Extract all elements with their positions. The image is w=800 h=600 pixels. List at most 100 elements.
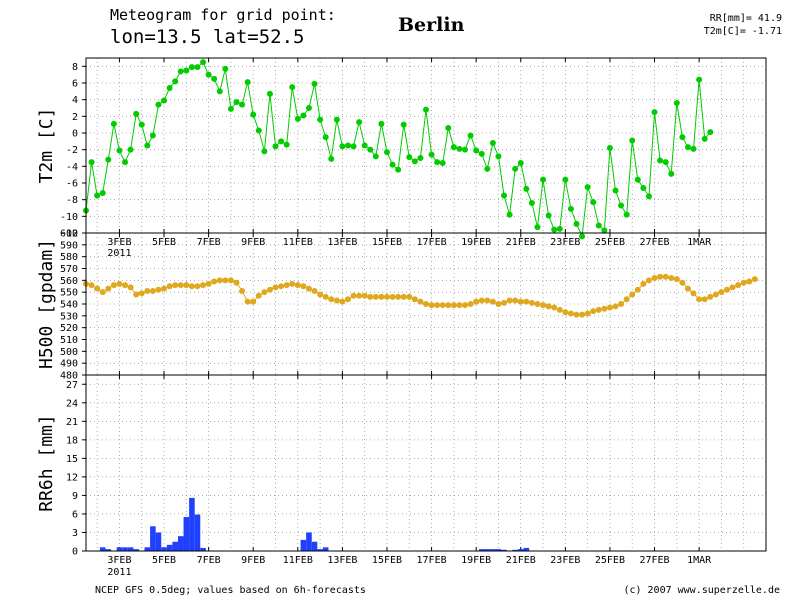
h500-data-point: [294, 282, 301, 289]
t2m-data-point: [266, 90, 273, 97]
h500-data-point: [222, 277, 229, 284]
h500-data-point: [735, 282, 742, 289]
x-tick-label: 9FEB: [241, 237, 265, 248]
h500-data-point: [261, 289, 268, 296]
t2m-data-point: [696, 76, 703, 83]
h500-data-point: [623, 296, 630, 303]
h500-data-point: [339, 298, 346, 305]
y-tick-label: 550: [60, 288, 78, 299]
y-tick-label: -4: [66, 162, 78, 173]
city-name: Berlin: [398, 14, 465, 36]
t2m-data-point: [556, 225, 563, 232]
rr6h-bar: [194, 514, 201, 551]
h500-data-point: [317, 291, 324, 298]
t2m-data-point: [378, 120, 385, 127]
t2m-data-point: [618, 202, 625, 209]
y-tick-label: 12: [66, 472, 78, 483]
t2m-data-point: [595, 222, 602, 229]
t2m-data-point: [116, 147, 123, 154]
h500-data-point: [618, 301, 625, 307]
h500-data-point: [495, 301, 502, 307]
rr6h-bar: [105, 549, 112, 551]
h500-data-point: [729, 284, 736, 291]
t2m-data-point: [428, 151, 435, 158]
h500-data-point: [278, 283, 285, 290]
y-tick-label: 27: [66, 380, 78, 391]
h500-data-point: [99, 289, 106, 296]
h500-data-point: [200, 282, 207, 289]
t2m-data-point: [356, 119, 363, 126]
h500-data-point: [707, 293, 714, 300]
rr6h-bar: [127, 547, 134, 551]
h500-data-point: [216, 277, 223, 284]
t2m-data-point: [261, 148, 268, 155]
h500-data-point: [367, 293, 374, 300]
h500-data-point: [122, 282, 129, 289]
t2m-data-point: [540, 176, 547, 183]
y-tick-label: 6: [72, 509, 78, 520]
rr6h-bar: [306, 532, 312, 551]
h500-data-point: [551, 304, 558, 311]
h500-data-point: [383, 293, 390, 300]
t2m-data-point: [684, 144, 691, 151]
rr6h-bar: [300, 539, 307, 551]
t2m-data-point: [144, 142, 151, 149]
h500-data-point: [417, 298, 424, 305]
x-tick-label: 13FEB: [327, 555, 357, 566]
h500-data-point: [138, 290, 145, 297]
t2m-data-point: [216, 88, 223, 95]
t2m-data-point: [434, 159, 441, 166]
h500-data-point: [227, 277, 234, 284]
t2m-data-point: [701, 135, 708, 142]
h500-data-point: [484, 297, 491, 304]
t2m-data-point: [383, 149, 390, 156]
panel-frame: [85, 374, 767, 552]
h500-data-point: [545, 303, 552, 310]
rr6h-bar: [523, 547, 530, 551]
t2m-data-point: [110, 120, 117, 127]
h500-data-point: [534, 301, 541, 307]
rr6h-bar: [177, 536, 184, 551]
year-label: 2011: [107, 248, 131, 259]
t2m-data-point: [512, 165, 519, 172]
x-tick-label: 15FEB: [372, 237, 402, 248]
t2m-data-point: [122, 159, 129, 166]
rr6h-bar: [189, 497, 195, 551]
h500-data-point: [155, 286, 162, 293]
rr6h-bar: [122, 547, 128, 551]
t2m-data-point: [523, 185, 530, 192]
h500-data-point: [528, 299, 535, 306]
t2m-data-point: [94, 192, 101, 199]
h500-data-point: [595, 306, 602, 313]
h500-data-point: [188, 283, 195, 290]
h500-data-point: [127, 284, 134, 291]
h500-data-point: [300, 283, 307, 290]
y-tick-label: 6: [72, 79, 78, 90]
h500-data-point: [350, 292, 357, 299]
t2m-data-point: [233, 99, 240, 106]
x-tick-label: 17FEB: [417, 555, 447, 566]
t2m-data-point: [506, 211, 513, 218]
rr6h-bar: [495, 549, 502, 551]
t2m-data-point: [439, 160, 446, 166]
t2m-data-point: [562, 176, 569, 183]
h500-data-point: [590, 308, 597, 315]
rr6h-bar: [484, 549, 491, 551]
y-tick-label: 510: [60, 335, 78, 346]
t2m-data-point: [88, 159, 95, 166]
copyright-note: (c) 2007 www.superzelle.de: [623, 585, 780, 596]
x-tick-label: 11FEB: [283, 237, 313, 248]
x-tick-label: 9FEB: [241, 555, 265, 566]
h500-data-point: [439, 302, 446, 309]
y-tick-label: 4: [72, 95, 78, 106]
h500-data-point: [501, 299, 508, 306]
t2m-data-point: [172, 78, 179, 85]
t2m-data-point: [612, 187, 619, 194]
h500-data-point: [606, 304, 613, 311]
x-tick-label: 1MAR: [687, 237, 712, 248]
x-tick-label: 17FEB: [417, 237, 447, 248]
rr6h-bar: [150, 526, 156, 551]
meteogram-title: Meteogram for grid point:: [110, 6, 336, 24]
x-tick-label: 5FEB: [152, 555, 176, 566]
